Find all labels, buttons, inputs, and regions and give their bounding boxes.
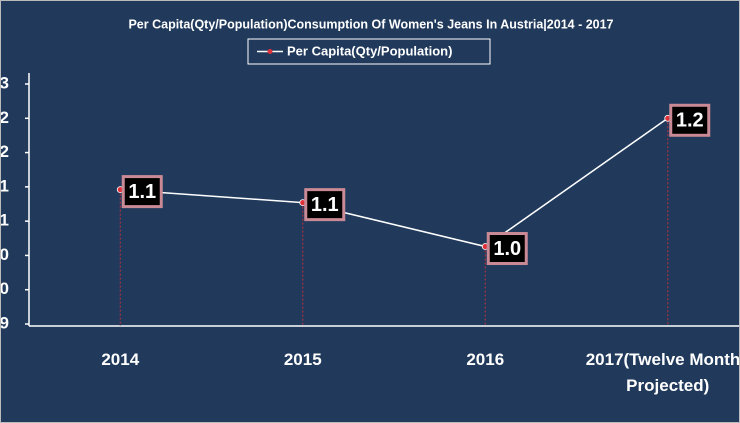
y-tick-label: 1.0 [1, 245, 9, 264]
data-label: 1.2 [676, 110, 704, 132]
legend-box [247, 38, 491, 65]
y-tick-label: 1.2 [1, 142, 9, 161]
legend-label: Per Capita(Qty/Population) [287, 43, 452, 58]
x-tick-label: 2016 [466, 350, 505, 369]
data-label: 1.1 [128, 181, 156, 203]
data-label-box [304, 188, 346, 222]
x-tick-label: 2017(Twelve Months Projected) [585, 350, 740, 395]
data-label-box [121, 175, 163, 209]
y-tick-label: 1.1 [1, 176, 9, 195]
data-label-box [486, 232, 528, 266]
data-label-box [669, 103, 711, 137]
data-label: 1.0 [493, 238, 521, 260]
legend-marker [267, 49, 273, 54]
data-label: 1.1 [311, 194, 339, 216]
x-tick-label: 2014 [101, 350, 140, 369]
y-tick-label: 1.3 [1, 73, 9, 92]
y-tick-label: 0.9 [1, 313, 9, 332]
chart-title: Per Capita(Qty/Population)Consumption Of… [128, 17, 613, 31]
x-tick-label: 2015 [283, 350, 322, 369]
y-tick-label: 1.2 [1, 108, 9, 127]
series-line [120, 117, 669, 248]
y-tick-label: 1.1 [1, 211, 9, 230]
y-tick-label: 1.0 [1, 279, 9, 298]
